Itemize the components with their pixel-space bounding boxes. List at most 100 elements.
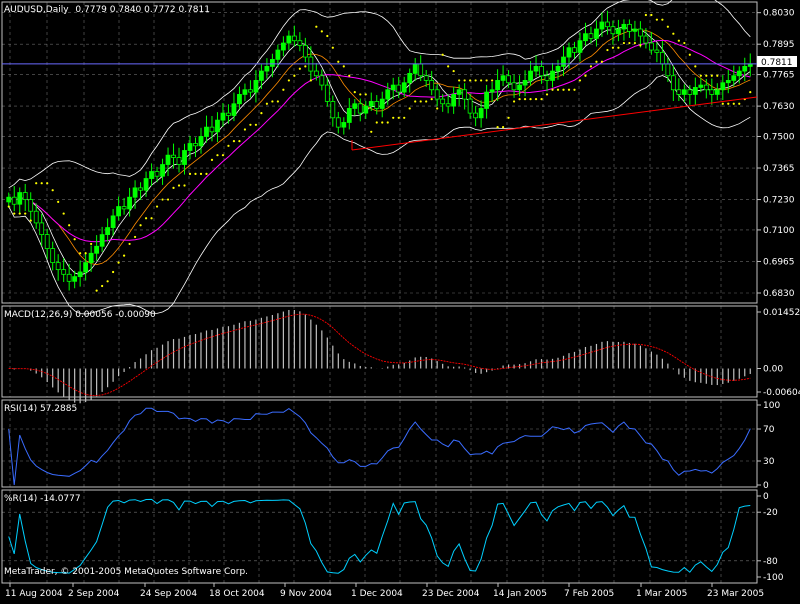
sar-dot	[62, 212, 65, 215]
candle-body	[418, 63, 424, 77]
sar-dot	[639, 44, 642, 47]
candle-body	[231, 103, 237, 116]
candle-body	[440, 98, 446, 105]
candle-body	[511, 82, 517, 91]
sar-dot	[227, 144, 230, 147]
sar-dot	[254, 123, 258, 126]
y-tick-label: 0.01452	[763, 308, 800, 318]
candle-body	[61, 269, 67, 275]
candle-body	[17, 192, 23, 205]
candle-body	[121, 206, 127, 210]
candle-body	[6, 196, 12, 203]
sar-dot	[210, 158, 214, 161]
candle-body	[39, 222, 45, 235]
sar-dot	[29, 219, 32, 222]
sar-dot	[694, 65, 697, 68]
sar-dot	[271, 100, 274, 103]
y-tick-label: 0.6830	[763, 289, 795, 299]
candle-body	[204, 126, 209, 137]
sar-dot	[331, 46, 334, 49]
sar-dot	[677, 39, 680, 42]
panel-frames	[1, 1, 758, 584]
sar-dot	[40, 182, 43, 185]
candle-body	[550, 70, 555, 81]
sar-dot	[13, 212, 16, 215]
sar-dot	[221, 154, 225, 157]
sar-dot	[523, 98, 527, 101]
sar-dot	[359, 93, 362, 96]
macd-panel[interactable]	[8, 309, 751, 404]
sar-dot	[101, 284, 104, 288]
y-tick-label: 0.7365	[763, 164, 795, 174]
candle-body	[473, 112, 479, 119]
candle-body	[143, 178, 149, 191]
candle-body	[357, 103, 363, 114]
candle-body	[132, 187, 138, 198]
sar-dot	[381, 121, 384, 124]
candle-body	[363, 105, 369, 114]
candle-body	[110, 215, 116, 228]
sar-dot	[199, 172, 203, 175]
sar-dot	[51, 189, 54, 192]
candle-body	[429, 80, 435, 91]
candle-body	[687, 89, 693, 95]
candle-body	[286, 35, 292, 44]
macd-panel-title: MACD(12,26,9) 0.00056 -0.00090	[4, 310, 156, 320]
svg-text:0.7811: 0.7811	[761, 58, 793, 68]
candle-body	[176, 157, 182, 165]
candle-body	[280, 42, 286, 51]
candle-body	[681, 89, 687, 95]
candle-body	[28, 199, 34, 212]
candle-body	[610, 26, 616, 35]
sar-dot	[749, 90, 752, 94]
sar-dot	[496, 126, 499, 129]
x-tick-label: 23 Mar 2005	[707, 589, 764, 599]
rsi-panel[interactable]	[2, 407, 757, 486]
sar-dot	[485, 79, 488, 82]
sar-dot	[738, 102, 741, 105]
candle-body	[467, 98, 473, 114]
price-panel[interactable]	[2, 0, 758, 315]
sar-dot	[73, 238, 76, 241]
candle-body	[346, 108, 352, 123]
candle-body	[517, 84, 522, 91]
candle-body	[171, 154, 176, 158]
candle-body	[533, 66, 539, 72]
wpr-panel[interactable]	[2, 498, 757, 574]
candle-body	[725, 80, 731, 84]
candle-body	[264, 66, 270, 72]
sar-dot	[133, 235, 137, 239]
sar-dot	[617, 46, 620, 49]
sar-dot	[463, 79, 466, 82]
sar-dot	[562, 88, 565, 91]
sar-dot	[90, 242, 93, 246]
sar-dot	[683, 41, 686, 45]
copyright-text: MetaTrader, © 2001-2005 MetaQuotes Softw…	[4, 567, 249, 577]
candle-body	[478, 108, 484, 119]
y-tick-label: 100	[763, 401, 780, 411]
candle-body	[242, 89, 248, 95]
candle-body	[742, 66, 748, 72]
sar-dot	[447, 65, 450, 68]
sar-dot	[150, 217, 153, 220]
sar-dot	[414, 100, 417, 103]
candle-body	[731, 75, 737, 81]
candle-body	[599, 21, 605, 30]
sar-dot	[46, 182, 49, 185]
x-tick-label: 2 Sep 2004	[68, 589, 120, 599]
sar-dot	[425, 100, 428, 103]
candle-body	[138, 187, 143, 191]
candle-body	[83, 262, 89, 273]
candle-body	[703, 84, 709, 91]
candle-body	[374, 101, 380, 109]
sar-dot	[672, 32, 675, 35]
sar-dot	[35, 182, 38, 185]
sar-dot	[501, 126, 505, 129]
sar-dot	[430, 98, 433, 101]
y-tick-label: 0.8030	[763, 9, 795, 19]
candle-body	[11, 196, 17, 205]
y-tick-label: 0.7765	[763, 71, 795, 81]
x-tick-label: 23 Dec 2004	[422, 589, 480, 599]
sar-dot	[397, 116, 400, 119]
